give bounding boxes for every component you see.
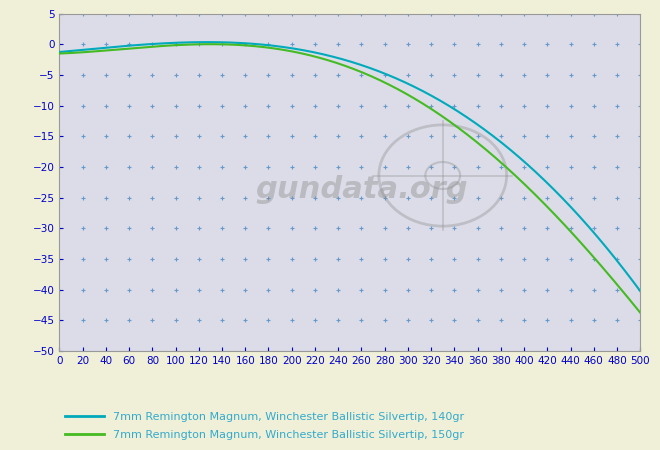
Text: gundata.org: gundata.org [255, 175, 468, 203]
Legend: 7mm Remington Magnum, Winchester Ballistic Silvertip, 140gr, 7mm Remington Magnu: 7mm Remington Magnum, Winchester Ballist… [65, 412, 464, 440]
